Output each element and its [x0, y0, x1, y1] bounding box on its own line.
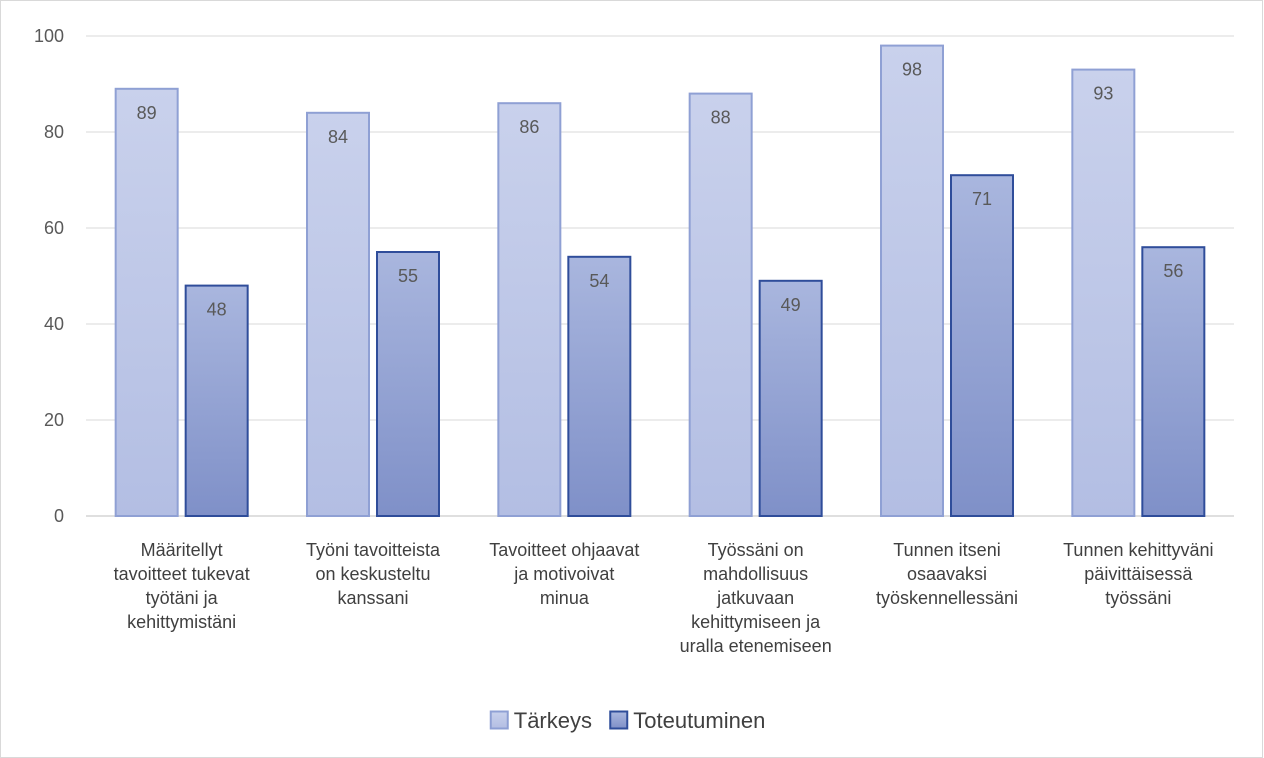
category-label: Määritellyt tavoitteet tukevat työtäni ja k…	[114, 540, 250, 632]
bar-toteutuminen	[758, 279, 823, 517]
gridlines	[86, 35, 1234, 517]
bar-toteutuminen	[376, 251, 440, 517]
category-label: Tunnen kehittyväni päivittäisessä työssäni	[1063, 540, 1213, 608]
y-tick-label: 100	[34, 26, 64, 46]
bar-toteutuminen	[950, 174, 1014, 517]
data-label: 84	[328, 127, 348, 147]
category-label: Työssäni on mahdollisuus jatkuvaan kehittym…	[680, 540, 832, 656]
y-tick-label: 0	[54, 506, 64, 526]
x-axis-categories: Määritellyt tavoitteet tukevat työtäni ja k…	[114, 540, 1214, 656]
legend-swatch	[609, 710, 629, 730]
y-tick-label: 20	[44, 410, 64, 430]
bar-tarkeys	[306, 111, 370, 518]
bars	[114, 44, 1206, 518]
bar-toteutuminen	[184, 284, 249, 517]
bar-tarkeys	[1071, 68, 1136, 517]
y-tick-label: 80	[44, 122, 64, 142]
data-label: 55	[398, 266, 418, 286]
data-label: 86	[519, 117, 539, 137]
y-axis-ticks: 0 20 40 60 80 100	[34, 26, 64, 526]
data-label: 88	[711, 108, 731, 128]
legend-label: Toteutuminen	[633, 708, 765, 733]
bar-tarkeys	[880, 44, 944, 517]
category-label: Tunnen itseni osaavaksi työskennellessäni	[876, 540, 1018, 608]
legend-label: Tärkeys	[514, 708, 592, 733]
data-label: 89	[137, 103, 157, 123]
bar-toteutuminen	[567, 255, 632, 517]
data-label: 93	[1093, 84, 1113, 104]
y-tick-label: 40	[44, 314, 64, 334]
data-label: 49	[781, 295, 801, 315]
category-label: Työni tavoitteista on keskusteltu kanssani	[306, 540, 441, 608]
data-labels: 89 48 84 55 86 54 88 49 98 71 93 56	[137, 60, 1184, 320]
bar-tarkeys	[688, 92, 753, 517]
data-label: 71	[972, 189, 992, 209]
y-tick-label: 60	[44, 218, 64, 238]
bar-tarkeys	[497, 102, 562, 517]
data-label: 54	[589, 271, 609, 291]
bar-toteutuminen	[1141, 246, 1206, 517]
data-label: 98	[902, 60, 922, 80]
data-label: 48	[207, 300, 227, 320]
category-label: Tavoitteet ohjaavat ja motivoivat minua	[489, 540, 639, 608]
bar-tarkeys	[114, 87, 179, 518]
data-label: 56	[1163, 261, 1183, 281]
legend: Tärkeys Toteutuminen	[489, 708, 765, 733]
legend-swatch	[489, 710, 509, 730]
